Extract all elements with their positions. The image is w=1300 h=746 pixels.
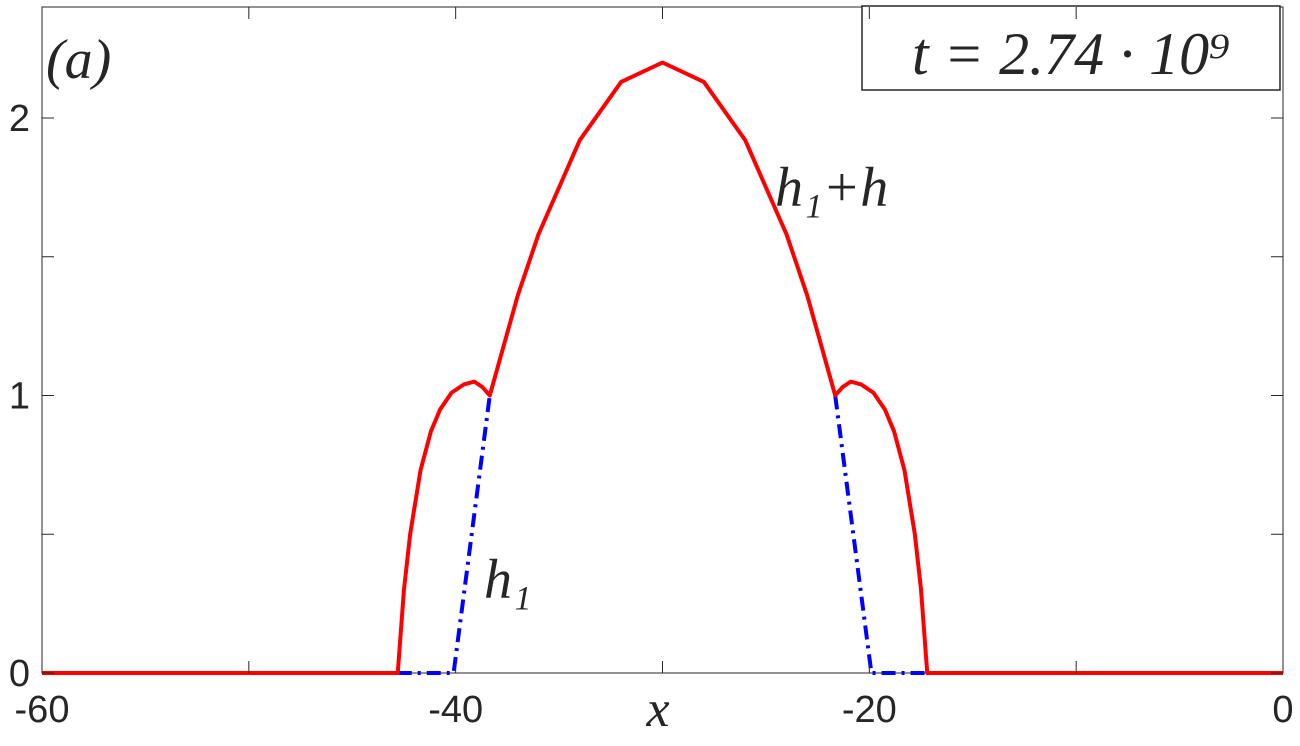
panel-label: (a)	[46, 29, 111, 91]
plot-area	[41, 6, 1284, 674]
curve-label: h₁+h	[775, 157, 888, 219]
time-label: t = 2.74 · 10⁹	[912, 21, 1230, 87]
x-tick-label: -20	[842, 689, 897, 731]
y-tick-label: 0	[9, 653, 30, 695]
series-line	[397, 395, 928, 675]
x-tick-label: -60	[15, 689, 70, 731]
x-tick-label: 0	[1272, 689, 1293, 731]
series-line	[42, 60, 1283, 675]
x-tick-label: -40	[428, 689, 483, 731]
marks	[42, 60, 1283, 675]
x-axis-label: x	[645, 681, 669, 738]
y-tick-label: 2	[9, 98, 30, 140]
curve-label: h₁	[484, 549, 531, 611]
time-box	[861, 5, 1281, 91]
y-tick-label: 1	[9, 376, 30, 418]
